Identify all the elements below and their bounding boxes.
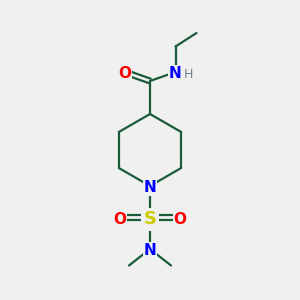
- Text: N: N: [144, 243, 156, 258]
- Text: N: N: [169, 66, 182, 81]
- Text: O: O: [173, 212, 187, 226]
- Text: S: S: [143, 211, 157, 229]
- Text: O: O: [113, 212, 127, 226]
- Text: H: H: [183, 68, 193, 81]
- Text: O: O: [118, 66, 131, 81]
- Text: N: N: [144, 180, 156, 195]
